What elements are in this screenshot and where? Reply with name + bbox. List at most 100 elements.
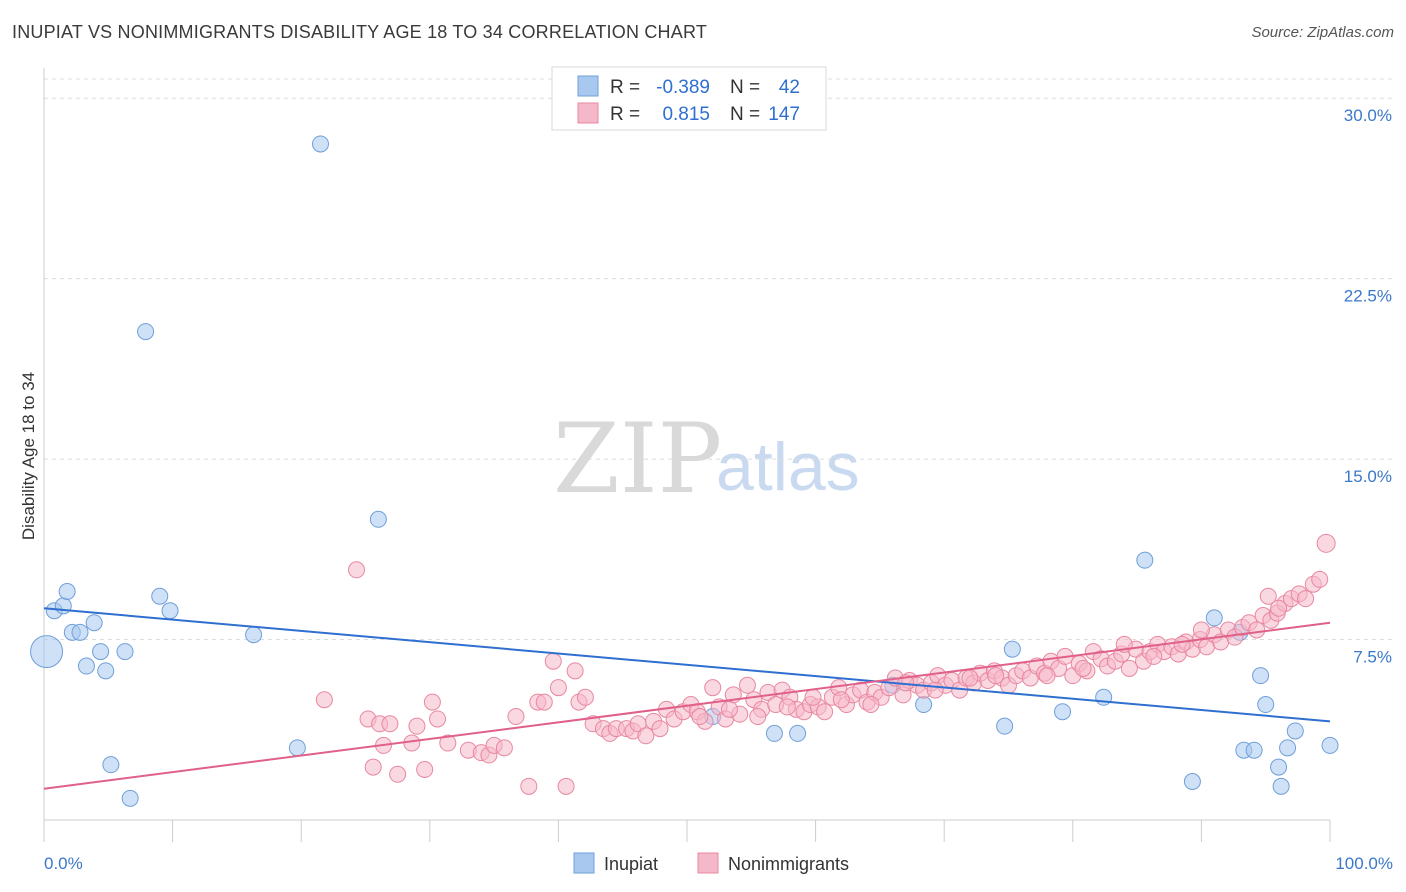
y-tick-label: 15.0% xyxy=(1344,467,1392,486)
inupiat-point xyxy=(288,739,306,757)
inupiat-point xyxy=(121,789,139,807)
nonimmigrants-point xyxy=(637,727,655,745)
inupiat-point xyxy=(30,635,64,669)
inupiat-point xyxy=(137,323,155,341)
inupiat-point xyxy=(1321,736,1339,754)
nonimmigrants-point xyxy=(987,667,1005,685)
bottom-legend-swatch-inupiat xyxy=(573,852,595,874)
nonimmigrants-point xyxy=(1316,533,1336,553)
nonimmigrants-point xyxy=(704,679,722,697)
inupiat-point xyxy=(1205,609,1223,627)
nonimmigrants-point xyxy=(1120,659,1138,677)
watermark-atlas: atlas xyxy=(716,429,860,505)
y-tick-label: 7.5% xyxy=(1353,648,1392,667)
inupiat-point xyxy=(311,135,329,153)
nonimmigrants-point xyxy=(691,708,709,726)
nonimmigrants-point xyxy=(778,698,796,716)
source-label: Source: ZipAtlas.com xyxy=(1251,24,1394,41)
nonimmigrants-point xyxy=(507,708,525,726)
inupiat-point xyxy=(789,724,807,742)
nonimmigrants-point xyxy=(364,758,382,776)
nonimmigrants-point xyxy=(1248,621,1266,639)
nonimmigrants-point xyxy=(347,561,365,579)
nonimmigrants-point xyxy=(1259,587,1277,605)
nonimmigrants-point xyxy=(1270,599,1288,617)
legend-n-label-1: N = xyxy=(730,77,760,98)
inupiat-point xyxy=(369,510,387,528)
nonimmigrants-point xyxy=(381,715,399,733)
nonimmigrants-point xyxy=(720,700,738,718)
y-axis-label: Disability Age 18 to 34 xyxy=(19,372,38,540)
nonimmigrants-point xyxy=(651,720,669,738)
inupiat-point xyxy=(161,602,179,620)
x-tick-label-min: 0.0% xyxy=(44,854,83,873)
inupiat-point xyxy=(151,587,169,605)
legend-r-label-2: R = xyxy=(610,104,640,125)
inupiat-point xyxy=(1286,722,1304,740)
inupiat-point xyxy=(58,582,76,600)
y-tick-label: 30.0% xyxy=(1344,106,1392,125)
nonimmigrants-point xyxy=(832,691,850,709)
inupiat-point xyxy=(1257,696,1275,714)
nonimmigrants-point xyxy=(576,688,594,706)
nonimmigrants-point xyxy=(495,739,513,757)
nonimmigrants-point xyxy=(1192,621,1210,639)
nonimmigrants-point xyxy=(429,710,447,728)
legend-r-label-1: R = xyxy=(610,77,640,98)
nonimmigrants-point xyxy=(816,703,834,721)
legend-n-label-2: N = xyxy=(730,104,760,125)
inupiat-point xyxy=(71,623,89,641)
legend-swatch-nonimmigrants xyxy=(577,102,599,124)
legend-r-value-2: 0.815 xyxy=(662,104,710,125)
inupiat-point xyxy=(102,756,120,774)
nonimmigrants-point xyxy=(544,652,562,670)
nonimmigrants-point xyxy=(804,688,822,706)
nonimmigrants-point xyxy=(961,669,979,687)
nonimmigrants-point xyxy=(749,708,767,726)
inupiat-point xyxy=(1272,777,1290,795)
y-tick-label: 22.5% xyxy=(1344,287,1392,306)
inupiat-point xyxy=(996,717,1014,735)
stats-legend: R = -0.389 N = 42 R = 0.815 N = 147 xyxy=(551,66,827,131)
inupiat-point xyxy=(92,643,110,661)
nonimmigrants-point xyxy=(520,777,538,795)
legend-n-value-1: 42 xyxy=(779,77,800,98)
legend-swatch-inupiat xyxy=(577,75,599,97)
inupiat-point xyxy=(97,662,115,680)
legend-n-value-2: 147 xyxy=(768,104,800,125)
x-tick-label-max: 100.0% xyxy=(1335,854,1393,873)
inupiat-point xyxy=(85,614,103,632)
nonimmigrants-point xyxy=(408,717,426,735)
inupiat-point xyxy=(77,657,95,675)
nonimmigrants-point xyxy=(1311,570,1329,588)
nonimmigrants-point xyxy=(403,734,421,752)
nonimmigrants-point xyxy=(1297,590,1315,608)
nonimmigrants-point xyxy=(389,765,407,783)
inupiat-point xyxy=(765,724,783,742)
series-legend: Inupiat Nonimmigrants xyxy=(573,852,849,874)
nonimmigrants-point xyxy=(1074,659,1092,677)
nonimmigrants-point xyxy=(1173,635,1191,653)
nonimmigrants-point xyxy=(738,676,756,694)
nonimmigrants-point xyxy=(549,679,567,697)
chart-title: INUPIAT VS NONIMMIGRANTS DISABILITY AGE … xyxy=(12,22,708,42)
trend-lines xyxy=(43,607,1331,790)
inupiat-point xyxy=(915,696,933,714)
nonimmigrants-point xyxy=(557,777,575,795)
inupiat-point xyxy=(1270,758,1288,776)
inupiat-point xyxy=(1245,741,1263,759)
nonimmigrants-point xyxy=(535,693,553,711)
inupiat-point xyxy=(1279,739,1297,757)
legend-r-value-1: -0.389 xyxy=(656,77,710,98)
nonimmigrants-trend-line xyxy=(43,621,1331,790)
nonimmigrants-point xyxy=(439,734,457,752)
nonimmigrants-point xyxy=(416,760,434,778)
inupiat-point xyxy=(1183,773,1201,791)
bottom-legend-label-inupiat: Inupiat xyxy=(604,854,658,874)
nonimmigrants-point xyxy=(423,693,441,711)
nonimmigrants-point xyxy=(315,691,333,709)
inupiat-point xyxy=(116,643,134,661)
nonimmigrants-point xyxy=(926,681,944,699)
inupiat-point xyxy=(245,626,263,644)
